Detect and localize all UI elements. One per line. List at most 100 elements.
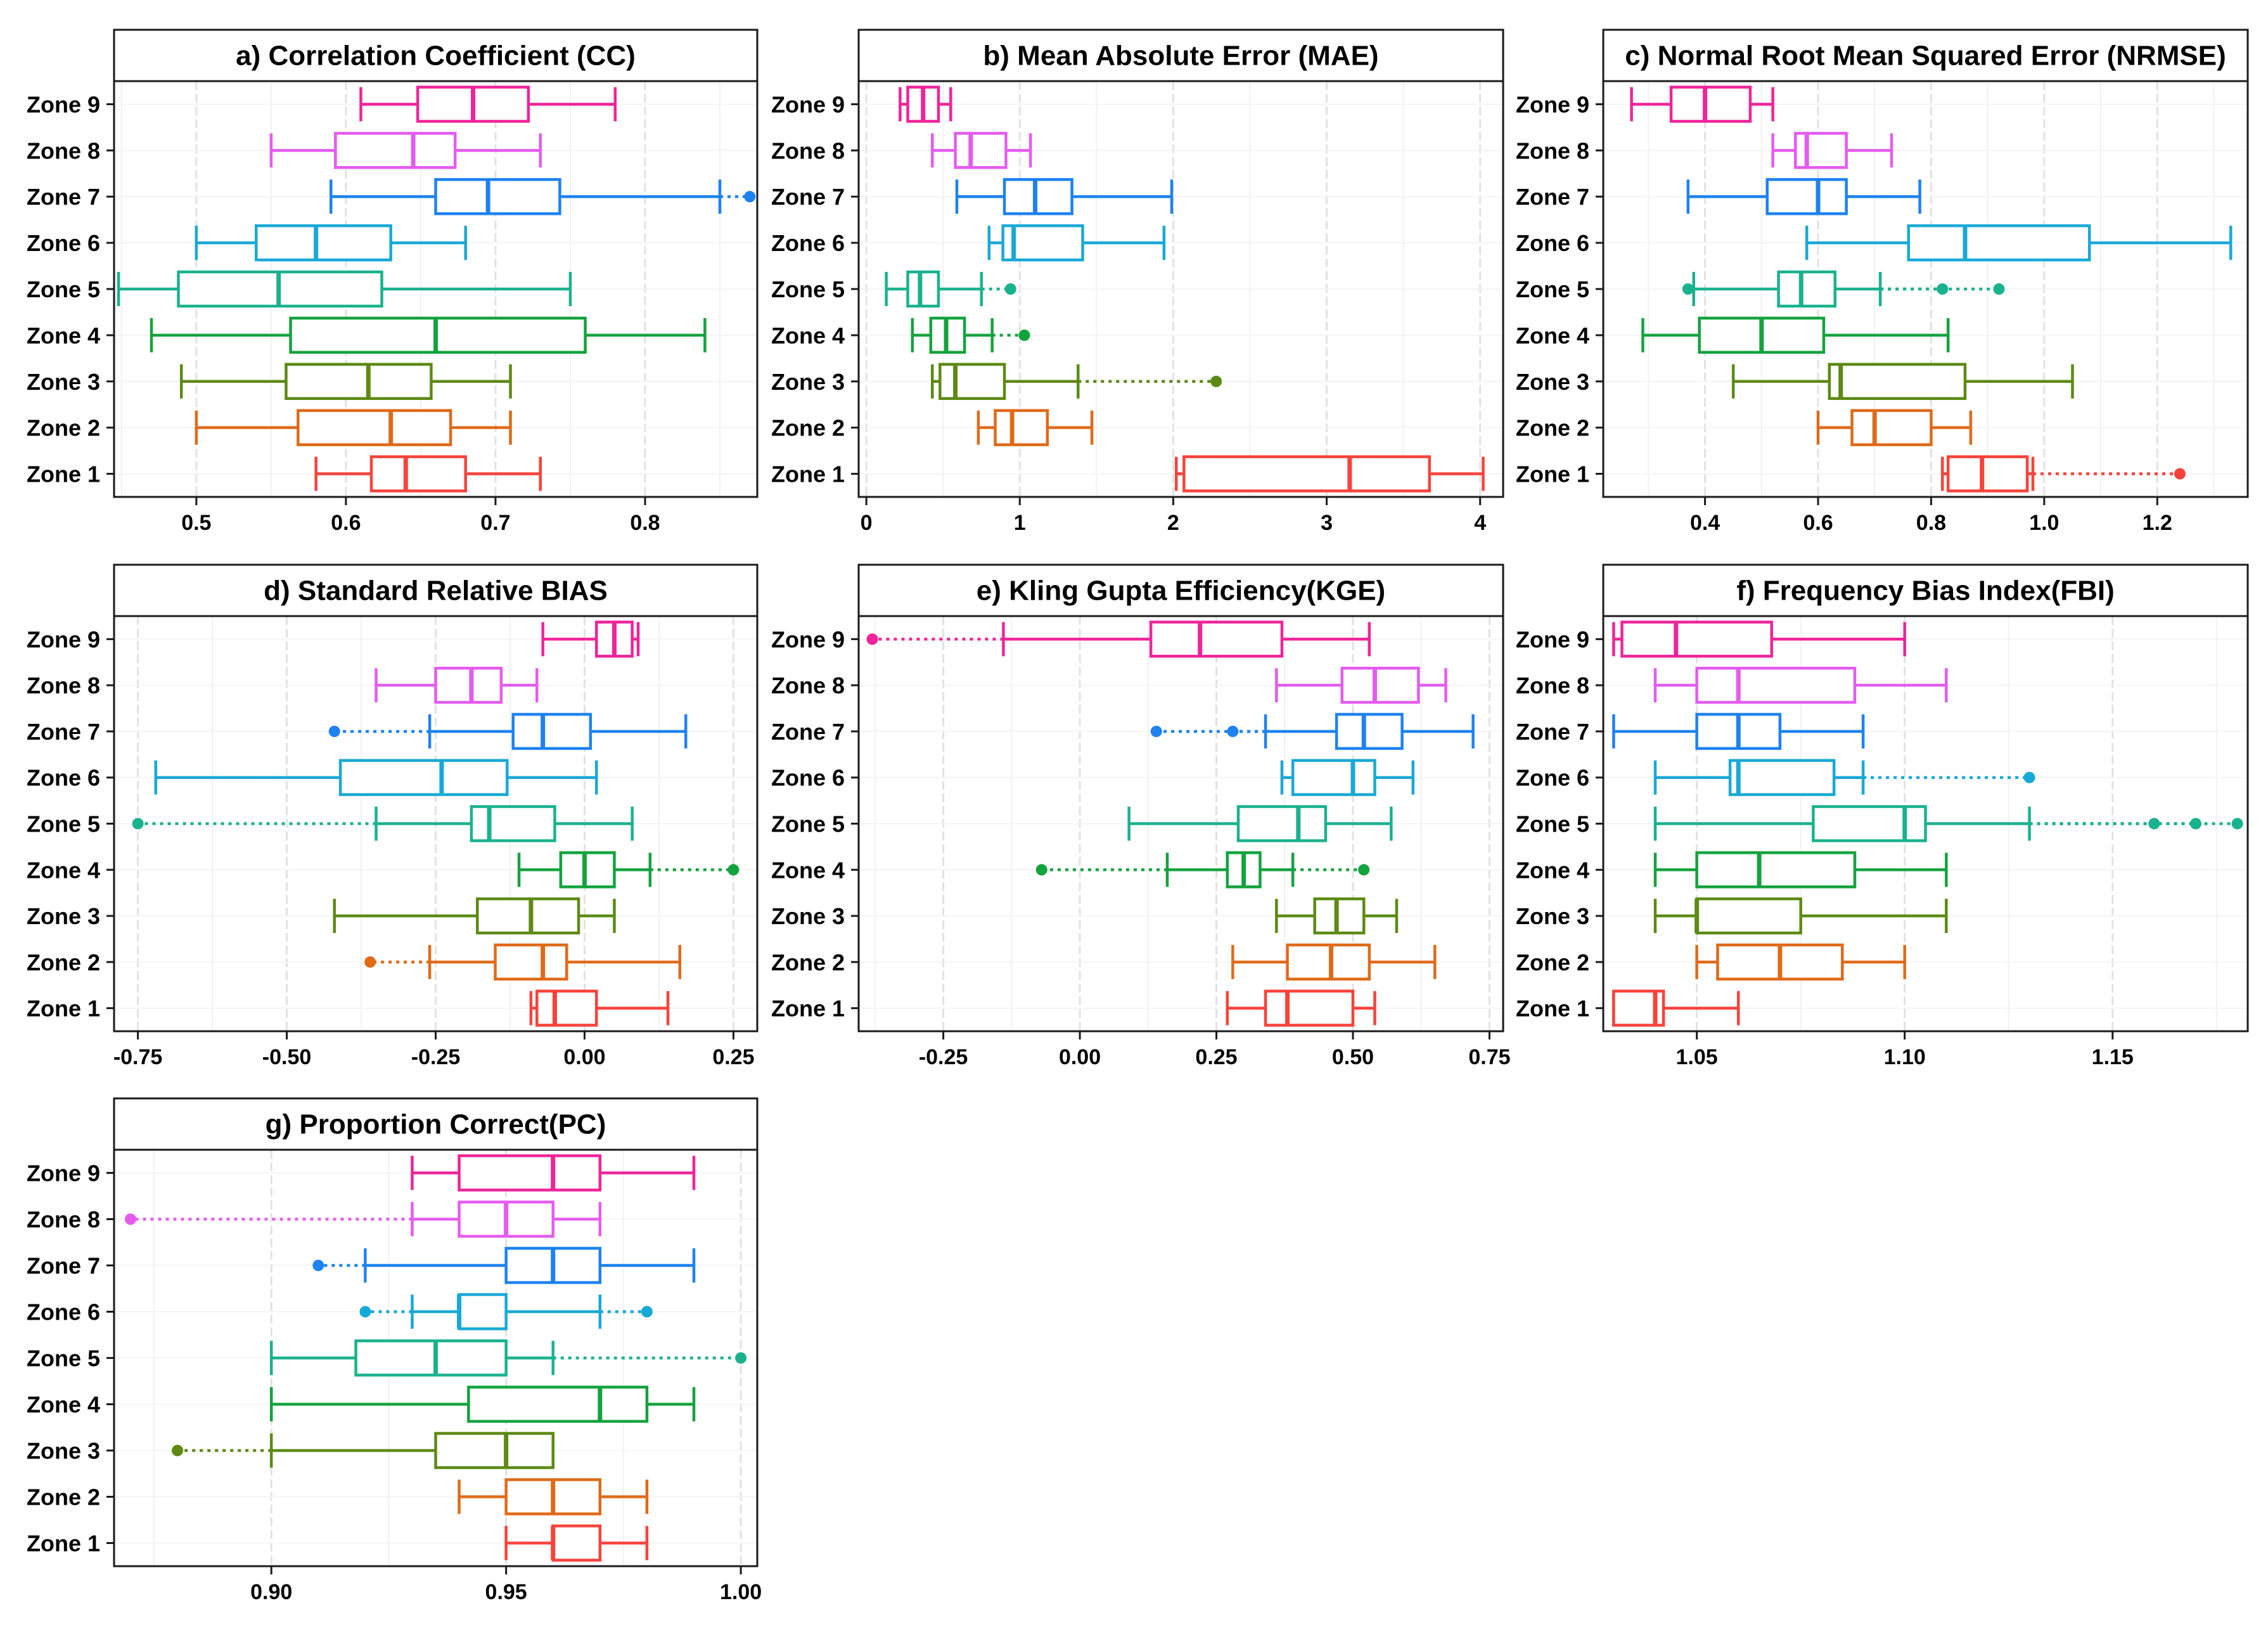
outlier-point — [124, 1213, 136, 1225]
outlier-point — [1227, 725, 1239, 737]
outlier-point — [1035, 864, 1048, 876]
panel-cc: a) Correlation Coefficient (CC) Zone 1 Zon… — [27, 29, 759, 535]
outlier-point — [1682, 283, 1694, 295]
x-tick-label: 1 — [1014, 511, 1026, 535]
box-kge-zone-9 — [866, 621, 1371, 658]
outlier-point — [866, 633, 878, 645]
x-tick-label: 0.6 — [1803, 511, 1833, 535]
panel-header — [857, 29, 1504, 82]
panel-header — [113, 563, 759, 617]
box-iqr — [1695, 897, 1802, 935]
box-mae-zone-7 — [955, 178, 1174, 216]
box-bias-zone-3 — [333, 897, 616, 935]
box-nrmse-zone-9 — [1630, 86, 1774, 123]
outlier-point — [1358, 864, 1370, 876]
box-iqr — [1003, 178, 1073, 216]
x-tick-label: 4 — [1474, 511, 1486, 535]
x-tick-label: 0.8 — [1916, 511, 1946, 535]
box-cc-zone-9 — [359, 86, 617, 123]
panel-header — [1602, 563, 2249, 617]
zone-label: Zone 9 — [771, 626, 845, 652]
box-nrmse-zone-1 — [1941, 455, 2186, 492]
box-iqr — [254, 224, 392, 262]
outlier-point — [2174, 468, 2186, 480]
x-tick-label: 1.2 — [2143, 511, 2172, 535]
x-tick-label: 1.0 — [2029, 511, 2059, 535]
zone-label: Zone 1 — [27, 461, 100, 487]
box-iqr — [906, 270, 940, 308]
box-iqr — [1907, 224, 2091, 262]
zone-label: Zone 2 — [1516, 415, 1589, 441]
zone-label: Zone 2 — [1516, 949, 1589, 975]
box-iqr — [1850, 409, 1933, 446]
box-cc-zone-4 — [150, 316, 707, 354]
box-bias-zone-4 — [517, 851, 740, 889]
box-iqr — [1765, 178, 1848, 216]
panel-title: g) Proportion Correct(PC) — [266, 1109, 606, 1140]
zone-label: Zone 4 — [771, 323, 845, 349]
box-iqr — [1946, 455, 2029, 492]
zone-label: Zone 4 — [27, 1392, 100, 1418]
outlier-point — [2189, 818, 2201, 830]
outlier-point — [1993, 283, 2005, 295]
box-fbi-zone-7 — [1612, 712, 1865, 750]
zone-label: Zone 3 — [1516, 369, 1589, 395]
panel-title: c) Normal Root Mean Squared Error (NRMSE… — [1625, 41, 2226, 72]
box-iqr — [1313, 897, 1366, 935]
outlier-point — [735, 1352, 747, 1364]
panel-title: f) Frequency Bias Index(FBI) — [1736, 576, 2115, 607]
box-iqr — [285, 363, 433, 400]
outlier-point — [744, 191, 756, 203]
zone-label: Zone 3 — [771, 903, 845, 929]
box-kge-zone-2 — [1231, 943, 1437, 981]
zone-label: Zone 8 — [27, 1207, 100, 1233]
zone-label: Zone 5 — [27, 1346, 100, 1372]
zone-label: Zone 2 — [27, 949, 100, 975]
box-iqr — [434, 1432, 554, 1469]
box-kge-zone-3 — [1275, 897, 1399, 935]
box-mae-zone-5 — [885, 270, 1016, 308]
box-kge-zone-7 — [1150, 712, 1475, 750]
outlier-point — [1210, 375, 1222, 387]
panel-title: d) Standard Relative BIAS — [264, 576, 608, 607]
box-kge-zone-1 — [1226, 989, 1376, 1027]
box-iqr — [434, 666, 503, 704]
zone-label: Zone 3 — [27, 903, 100, 929]
x-tick-label: 0.90 — [250, 1580, 292, 1604]
x-tick-label: -0.25 — [411, 1045, 461, 1069]
zone-label: Zone 4 — [771, 857, 845, 883]
box-mae-zone-9 — [899, 86, 952, 123]
zone-label: Zone 7 — [1516, 184, 1589, 210]
zone-label: Zone 9 — [1516, 91, 1589, 117]
box-cc-zone-2 — [195, 409, 512, 446]
x-tick-label: 0.25 — [712, 1045, 754, 1069]
zone-label: Zone 5 — [771, 811, 845, 837]
panel-header — [113, 29, 759, 82]
zone-label: Zone 8 — [1516, 138, 1589, 164]
zone-label: Zone 6 — [27, 1299, 100, 1325]
zone-label: Zone 1 — [27, 996, 100, 1022]
zone-label: Zone 9 — [27, 1161, 100, 1187]
box-cc-zone-5 — [117, 270, 572, 308]
box-iqr — [1812, 805, 1927, 842]
panel-nrmse: c) Normal Root Mean Squared Error (NRMSE… — [1516, 29, 2249, 535]
x-tick-label: 0.95 — [485, 1580, 527, 1604]
box-iqr — [954, 132, 1008, 169]
box-fbi-zone-4 — [1653, 851, 1948, 889]
box-fbi-zone-2 — [1695, 943, 1906, 981]
x-tick-label: -0.25 — [919, 1045, 968, 1069]
panel-bias: d) Standard Relative BIAS Zone 1 Zone 2 Zon… — [27, 563, 759, 1069]
outlier-point — [641, 1306, 653, 1318]
box-iqr — [470, 805, 556, 842]
zone-label: Zone 7 — [771, 184, 845, 210]
box-iqr — [939, 363, 1006, 400]
box-iqr — [334, 132, 457, 169]
outlier-point — [1018, 329, 1030, 341]
outlier-point — [132, 818, 144, 830]
x-tick-label: 0.8 — [630, 511, 660, 535]
box-iqr — [535, 989, 598, 1027]
zone-label: Zone 4 — [27, 323, 100, 349]
box-nrmse-zone-3 — [1731, 363, 2074, 400]
box-fbi-zone-8 — [1653, 666, 1948, 704]
zone-label: Zone 6 — [27, 230, 100, 256]
